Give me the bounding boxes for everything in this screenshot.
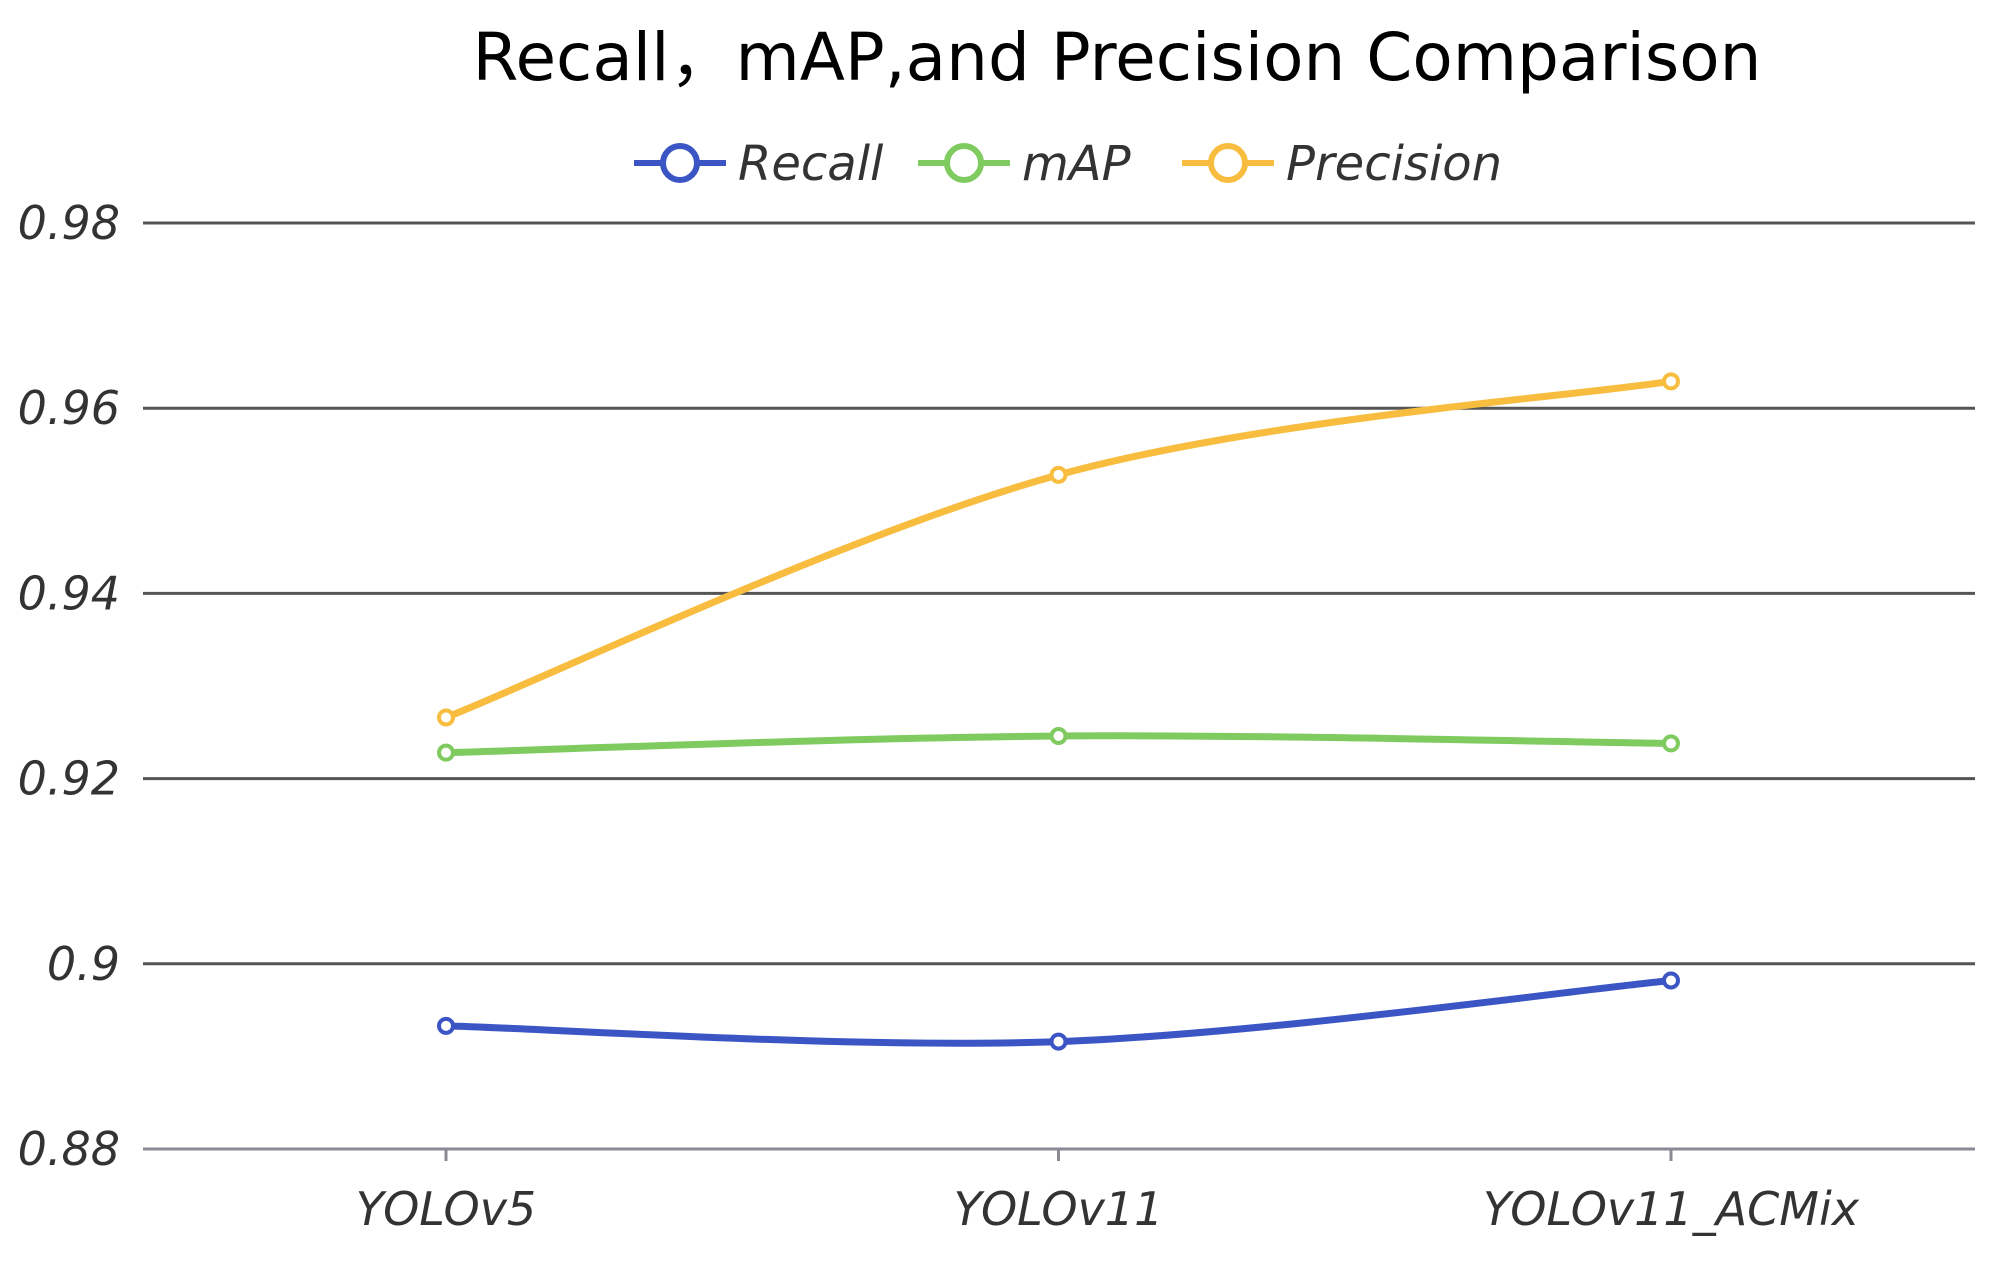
y-tick-label: 0.88 — [18, 1122, 120, 1176]
y-tick-label: 0.96 — [18, 381, 120, 435]
data-point — [437, 743, 455, 762]
x-tick-label: YOLOv5 — [356, 1182, 536, 1236]
legend-item-map[interactable]: mAP — [918, 136, 1131, 192]
legend-item-recall[interactable]: Recall — [634, 136, 884, 192]
y-tick-label: 0.92 — [18, 752, 120, 806]
x-tick-label: YOLOv11 — [954, 1182, 1164, 1236]
legend-item-precision[interactable]: Precision — [1182, 136, 1502, 192]
legend-label: Recall — [738, 136, 884, 192]
y-tick-label: 0.94 — [18, 566, 120, 620]
x-tick-label: YOLOv11_ACMix — [1483, 1182, 1860, 1236]
legend-marker-icon — [1208, 143, 1248, 183]
data-point — [1049, 1032, 1068, 1051]
data-point — [437, 708, 455, 727]
data-point — [1662, 734, 1680, 753]
data-point — [1049, 727, 1068, 746]
y-tick-label: 0.9 — [47, 937, 120, 991]
series-line-precision — [444, 377, 1672, 721]
chart-title: Recall，mAP,and Precision Comparison — [473, 19, 1762, 96]
grid: 0.88 0.9 0.92 0.94 0.96 0.98 — [18, 196, 1975, 1176]
data-point — [1662, 372, 1680, 391]
series-group — [437, 372, 1680, 1051]
x-axis: YOLOv5 YOLOv11 YOLOv11_ACMix — [356, 1149, 1860, 1236]
legend-label: Precision — [1286, 136, 1502, 192]
data-point — [1662, 971, 1680, 990]
legend: Recall mAP Precision — [634, 136, 1502, 192]
data-point — [1049, 465, 1068, 484]
data-point — [437, 1016, 455, 1035]
legend-marker-icon — [660, 143, 700, 183]
legend-marker-icon — [944, 143, 984, 183]
y-tick-label: 0.98 — [18, 196, 120, 250]
legend-label: mAP — [1022, 136, 1131, 192]
